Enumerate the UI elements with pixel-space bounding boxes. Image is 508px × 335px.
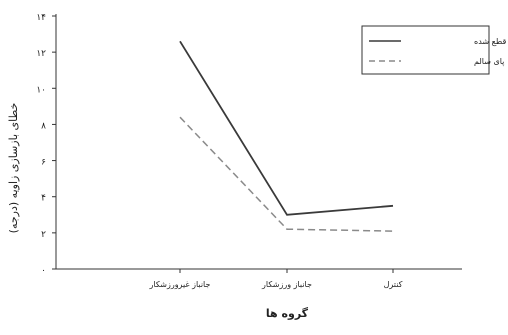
- x-axis-title: گروه ها: [266, 307, 309, 320]
- y-tick-label: ۸: [41, 121, 46, 131]
- legend-label-amputated: پای قطع شده: [474, 37, 508, 46]
- y-tick-label: ۱۰: [36, 85, 46, 95]
- series-line-healthy: [179, 116, 394, 232]
- y-tick-label: ۴: [41, 194, 46, 204]
- y-tick-label: ۱۲: [36, 49, 46, 59]
- y-axis-title: خطای بازسازی زاویه (درجه): [7, 103, 20, 234]
- y-tick-label: ۱۴: [36, 13, 46, 23]
- x-tick-label: جانباز ورزشکار: [261, 280, 312, 289]
- series-line-amputated: [179, 40, 394, 216]
- y-tick-label: ۰: [41, 266, 46, 276]
- legend-box: [361, 25, 490, 75]
- x-tick-label: کنترل: [384, 280, 403, 289]
- y-tick-label: ۶: [41, 158, 46, 168]
- legend: پای قطع شده پای سالم: [361, 25, 508, 75]
- legend-label-healthy: پای سالم: [474, 57, 504, 66]
- y-tick-label: ۲: [41, 230, 46, 240]
- x-tick-label: جانباز غیرورزشکار: [149, 280, 211, 289]
